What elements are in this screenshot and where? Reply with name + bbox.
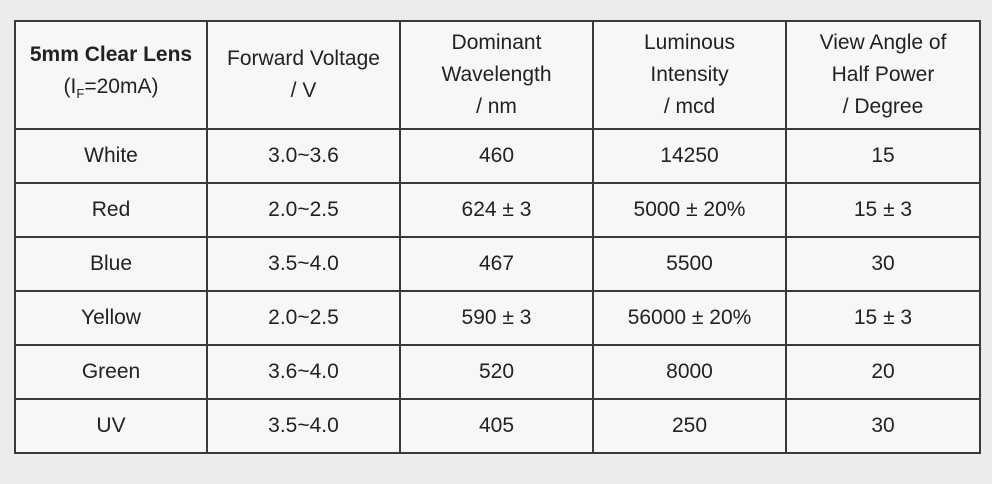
header-forward-voltage: Forward Voltage / V bbox=[206, 20, 401, 130]
cell-color: Red bbox=[14, 182, 208, 238]
led-spec-table: 5mm Clear Lens (IF=20mA) Forward Voltage… bbox=[14, 20, 981, 454]
cell-forward-voltage: 3.5~4.0 bbox=[206, 236, 401, 292]
cell-forward-voltage: 2.0~2.5 bbox=[206, 290, 401, 346]
test-condition-suffix: =20mA) bbox=[84, 75, 159, 99]
header-forward-voltage-line-2: / V bbox=[290, 79, 317, 102]
header-row: 5mm Clear Lens (IF=20mA) Forward Voltage… bbox=[14, 20, 981, 130]
header-dominant-wavelength-line-2: Wavelength bbox=[441, 63, 552, 86]
header-dominant-wavelength: Dominant Wavelength / nm bbox=[399, 20, 594, 130]
lens-title: 5mm Clear Lens bbox=[29, 43, 193, 67]
header-view-angle-line-3: / Degree bbox=[842, 95, 924, 118]
cell-view-angle: 30 bbox=[785, 236, 981, 292]
table-row: White 3.0~3.6 460 14250 15 bbox=[14, 128, 981, 184]
table-row: Yellow 2.0~2.5 590 ± 3 56000 ± 20% 15 ± … bbox=[14, 290, 981, 346]
cell-dominant-wavelength: 624 ± 3 bbox=[399, 182, 594, 238]
cell-dominant-wavelength: 590 ± 3 bbox=[399, 290, 594, 346]
cell-dominant-wavelength: 467 bbox=[399, 236, 594, 292]
cell-color: Green bbox=[14, 344, 208, 400]
cell-luminous-intensity: 56000 ± 20% bbox=[592, 290, 787, 346]
cell-luminous-intensity: 5500 bbox=[592, 236, 787, 292]
header-forward-voltage-line-1: Forward Voltage bbox=[227, 47, 380, 70]
header-view-angle: View Angle of Half Power / Degree bbox=[785, 20, 981, 130]
table-row: Blue 3.5~4.0 467 5500 30 bbox=[14, 236, 981, 292]
cell-view-angle: 15 ± 3 bbox=[785, 182, 981, 238]
cell-luminous-intensity: 5000 ± 20% bbox=[592, 182, 787, 238]
test-condition-prefix: (I bbox=[63, 75, 77, 99]
table-row: UV 3.5~4.0 405 250 30 bbox=[14, 398, 981, 454]
test-condition: (IF=20mA) bbox=[16, 71, 206, 110]
cell-color: Blue bbox=[14, 236, 208, 292]
cell-dominant-wavelength: 405 bbox=[399, 398, 594, 454]
cell-luminous-intensity: 8000 bbox=[592, 344, 787, 400]
cell-forward-voltage: 2.0~2.5 bbox=[206, 182, 401, 238]
header-luminous-intensity-line-2: Intensity bbox=[650, 63, 729, 86]
header-dominant-wavelength-line-1: Dominant bbox=[451, 31, 542, 54]
table-row: Green 3.6~4.0 520 8000 20 bbox=[14, 344, 981, 400]
cell-color: Yellow bbox=[14, 290, 208, 346]
cell-color: UV bbox=[14, 398, 208, 454]
table-row: Red 2.0~2.5 624 ± 3 5000 ± 20% 15 ± 3 bbox=[14, 182, 981, 238]
header-luminous-intensity: Luminous Intensity / mcd bbox=[592, 20, 787, 130]
cell-luminous-intensity: 250 bbox=[592, 398, 787, 454]
header-luminous-intensity-line-3: / mcd bbox=[663, 95, 716, 118]
cell-view-angle: 15 ± 3 bbox=[785, 290, 981, 346]
header-view-angle-line-2: Half Power bbox=[831, 63, 935, 86]
header-lens: 5mm Clear Lens (IF=20mA) bbox=[14, 20, 208, 130]
cell-forward-voltage: 3.6~4.0 bbox=[206, 344, 401, 400]
cell-forward-voltage: 3.0~3.6 bbox=[206, 128, 401, 184]
cell-view-angle: 15 bbox=[785, 128, 981, 184]
cell-color: White bbox=[14, 128, 208, 184]
cell-luminous-intensity: 14250 bbox=[592, 128, 787, 184]
cell-forward-voltage: 3.5~4.0 bbox=[206, 398, 401, 454]
header-view-angle-line-1: View Angle of bbox=[819, 31, 947, 54]
cell-view-angle: 30 bbox=[785, 398, 981, 454]
cell-view-angle: 20 bbox=[785, 344, 981, 400]
cell-dominant-wavelength: 520 bbox=[399, 344, 594, 400]
header-dominant-wavelength-line-3: / nm bbox=[476, 95, 517, 118]
header-luminous-intensity-line-1: Luminous bbox=[643, 31, 736, 54]
test-condition-subscript: F bbox=[76, 86, 85, 102]
cell-dominant-wavelength: 460 bbox=[399, 128, 594, 184]
